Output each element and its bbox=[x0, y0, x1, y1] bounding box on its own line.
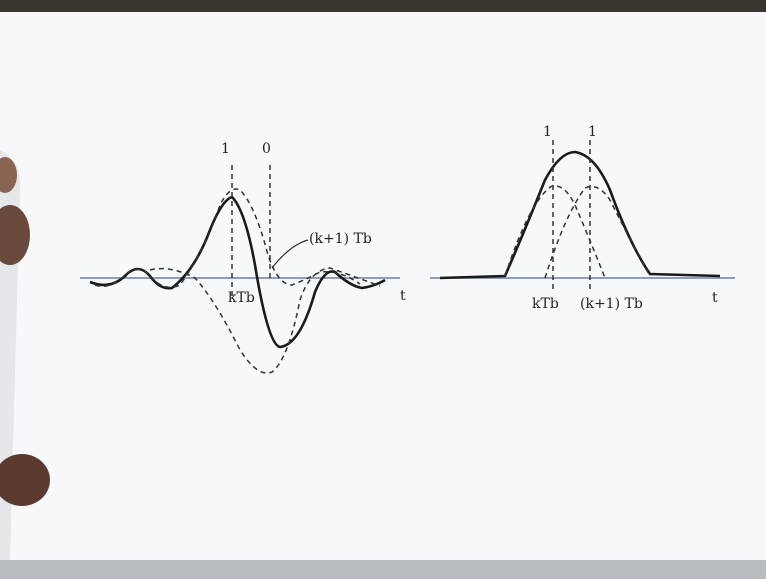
time-label: kTb bbox=[532, 296, 559, 312]
axis-label: t bbox=[400, 288, 406, 304]
page: 1 0 kTb (k+1) Tb t 1 1 kTb (k+1) Tb t ((… bbox=[0, 0, 766, 579]
time-label: kTb bbox=[228, 290, 255, 306]
peak-label: 0 bbox=[262, 141, 271, 157]
peak-label: 1 bbox=[543, 124, 552, 140]
time-label: (k+1) Tb bbox=[580, 296, 643, 312]
photo: 1 0 kTb (k+1) Tb t 1 1 kTb (k+1) Tb t bbox=[0, 0, 766, 579]
top-edge bbox=[0, 0, 766, 12]
peak-label: 1 bbox=[588, 124, 597, 140]
paper bbox=[0, 0, 766, 579]
axis-label: t bbox=[712, 290, 718, 306]
time-label: (k+1) Tb bbox=[309, 231, 372, 247]
bottom-edge bbox=[0, 560, 766, 579]
peak-label: 1 bbox=[221, 141, 230, 157]
